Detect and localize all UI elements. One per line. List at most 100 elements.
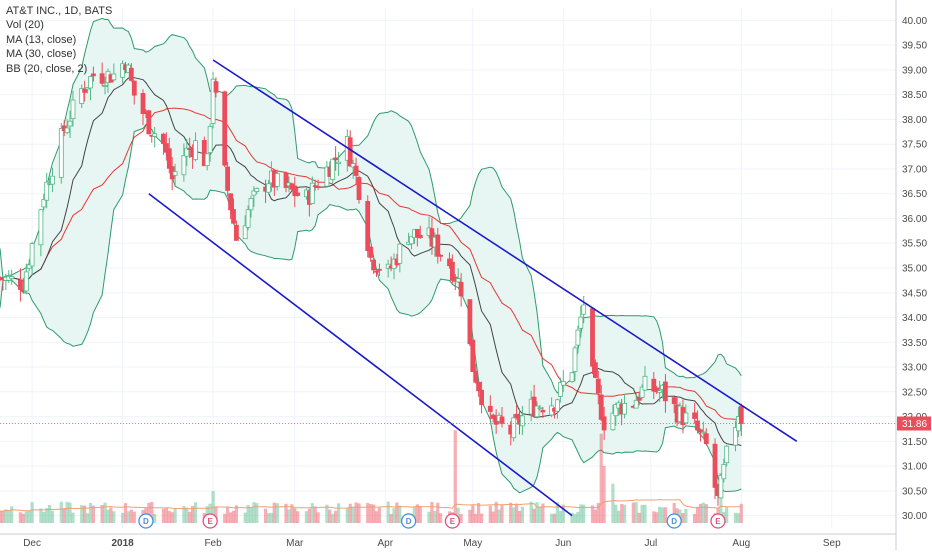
volume-bar [725, 506, 729, 523]
candle-body [163, 143, 169, 153]
volume-bar [88, 503, 93, 523]
volume-bar [620, 504, 624, 523]
marker-letter: E [450, 517, 456, 526]
volume-bar [480, 513, 484, 523]
candle-body [671, 397, 677, 405]
candle-body [511, 417, 517, 439]
volume-bar [50, 510, 55, 523]
volume-bar [234, 505, 238, 523]
candle-body [593, 362, 598, 378]
volume-bar [733, 512, 738, 523]
x-tick-label: Aug [732, 538, 750, 549]
volume-bar [24, 511, 28, 523]
y-tick-label: 33.00 [902, 363, 927, 374]
volume-bar [354, 502, 358, 523]
candle-body [657, 390, 662, 393]
last-price-tag [897, 416, 931, 431]
volume-bar [170, 512, 174, 523]
candle-body [438, 254, 444, 257]
candle-body [455, 278, 461, 283]
candle-body [467, 299, 473, 345]
volume-bar [167, 510, 171, 523]
candle-body [622, 403, 627, 415]
volume-bar [520, 506, 524, 523]
y-tick-label: 39.00 [902, 65, 927, 76]
volume-bar [304, 511, 308, 523]
volume-bar [418, 506, 422, 523]
dividend-marker-icon [666, 513, 682, 529]
candle-body [228, 193, 234, 211]
candle-body [292, 185, 298, 197]
x-tick-label: May [463, 538, 482, 549]
volume-bar [433, 511, 437, 523]
candle-body [102, 85, 108, 87]
volume-bar [701, 502, 705, 523]
grid [0, 8, 896, 528]
volume-bar [736, 513, 740, 523]
candle-body [590, 308, 595, 367]
volume-bar [515, 503, 519, 523]
x-tick-label: Feb [204, 538, 222, 549]
x-tick-label: Jun [555, 538, 571, 549]
volume-bar [243, 512, 247, 523]
volume-bar [372, 504, 376, 523]
candle-body [29, 243, 35, 267]
volume-bar [517, 510, 522, 523]
candle-body [347, 137, 353, 167]
volume-bar [698, 503, 703, 523]
volume-bar [704, 504, 708, 523]
volume-bar [637, 512, 641, 523]
volume-bar [229, 512, 233, 523]
y-tick-label: 32.50 [902, 387, 927, 398]
volume-bar [468, 509, 472, 523]
y-tick-label: 36.00 [902, 214, 927, 225]
volume-bar [599, 433, 603, 523]
volume-bar [307, 508, 311, 523]
volume-bar [313, 506, 317, 523]
candle-body [242, 225, 248, 240]
candle-body [91, 73, 96, 77]
moving-averages [0, 76, 742, 447]
candle-body [184, 147, 190, 157]
candle-body [17, 279, 23, 290]
volume-bar [83, 505, 87, 523]
volume-bar [695, 506, 700, 523]
candle-body [695, 420, 700, 431]
volume-bar [0, 511, 2, 523]
volume-bar [345, 508, 349, 523]
candle-body [470, 339, 476, 373]
volume-bar [684, 508, 688, 523]
volume-bar [231, 510, 236, 523]
candle-body [254, 188, 260, 192]
volume-bar [65, 501, 69, 523]
volume-bar [614, 504, 618, 523]
candle-body [44, 181, 50, 201]
volume-bar [185, 507, 189, 523]
volume-bar [21, 513, 25, 523]
bb-lower-line [0, 123, 742, 494]
volume-bar [62, 508, 66, 523]
candle-body [210, 78, 216, 124]
candle-body [193, 140, 198, 160]
volume-bar [590, 505, 595, 523]
candle-body [225, 166, 231, 191]
candle-body [333, 157, 339, 161]
volume-bar [596, 503, 600, 523]
candle-body [569, 372, 575, 383]
volume-ma-line [0, 499, 742, 512]
candle-body [222, 91, 228, 166]
candle-body [131, 80, 137, 96]
channel-lower-line [148, 193, 573, 517]
y-tick-label: 37.50 [902, 140, 927, 151]
volume-bar [477, 503, 481, 523]
volume-bar [529, 501, 533, 523]
volume-bar [100, 505, 104, 523]
volume-bar [623, 504, 627, 523]
candle-body [414, 228, 420, 238]
volume-bar [550, 513, 554, 523]
y-tick-label: 39.50 [902, 41, 927, 52]
volume-bar [129, 509, 133, 523]
dividend-marker-icon [138, 513, 154, 529]
